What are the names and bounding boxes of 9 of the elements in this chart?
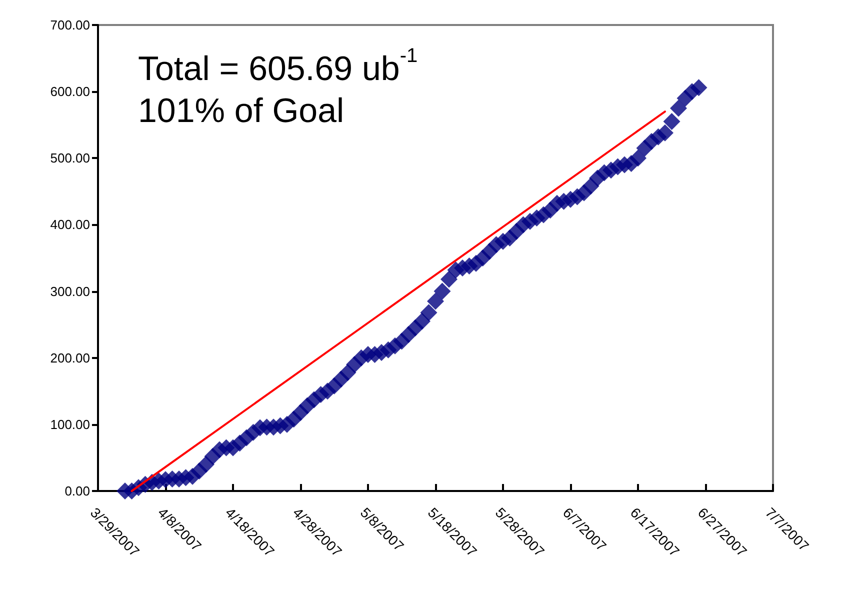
y-tick-label: 300.00 (50, 284, 90, 299)
annotation: 101% of Goal (138, 92, 344, 130)
y-tick-label: 500.00 (50, 150, 90, 166)
y-tick-label: 200.00 (50, 350, 90, 366)
y-tick-label: 0.00 (64, 484, 90, 498)
y-tick-label: 100.00 (50, 416, 90, 432)
y-tick-label: 700.00 (50, 18, 90, 32)
y-tick-label: 600.00 (50, 84, 90, 100)
y-tick-label: 400.00 (50, 217, 90, 232)
